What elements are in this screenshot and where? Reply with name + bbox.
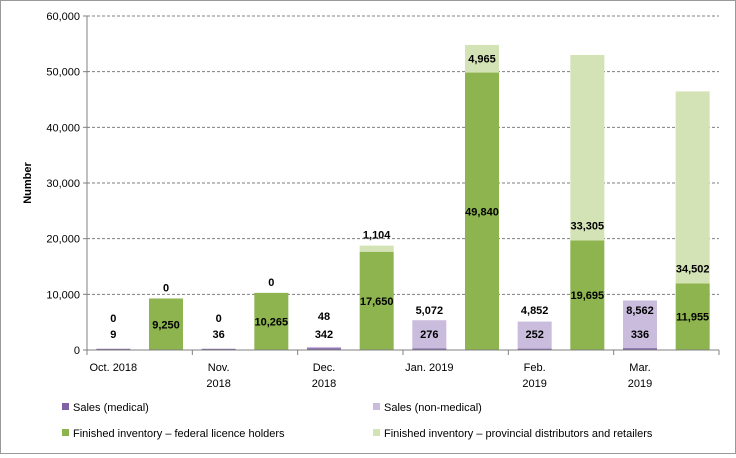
data-label: 34,502 [676, 263, 710, 275]
x-tick-label-line: Feb. [524, 362, 546, 374]
legend-swatch [373, 403, 380, 410]
bar-segment [465, 44, 499, 73]
x-tick-label-line: Mar. [629, 362, 650, 374]
x-tick-label-line: 2019 [628, 378, 652, 390]
x-tick-label-line: Dec. [313, 362, 336, 374]
bar-segment [307, 348, 341, 350]
data-label: 48 [318, 311, 330, 323]
bar-segment [517, 348, 552, 350]
bar-segment [623, 300, 657, 349]
data-label: 9 [110, 329, 116, 341]
legend-swatch [373, 429, 380, 436]
data-label: 252 [525, 329, 543, 341]
data-label: 19,695 [571, 290, 605, 302]
x-tick-label: Jan. 2019 [405, 362, 453, 374]
axes: 0 10,000 20,000 30,000 40,000 50,000 60,000 Num… [22, 11, 720, 390]
x-tick-label-line: 2018 [312, 378, 336, 390]
y-tick-label: 30,000 [46, 178, 80, 190]
data-label: 0 [216, 313, 222, 325]
legend-label: Finished inventory – provincial distribu… [384, 428, 653, 440]
y-tick-label: 0 [74, 345, 80, 357]
x-tick-label-line: Nov. [208, 362, 230, 374]
data-label: 0 [268, 277, 274, 289]
data-label: 1,104 [363, 230, 391, 242]
data-label: 17,650 [360, 296, 394, 308]
y-tick-label: 50,000 [46, 67, 80, 79]
data-label: 342 [315, 329, 333, 341]
x-tick-label-line: Oct. 2018 [89, 362, 137, 374]
x-tick-label: Dec. 2018 [312, 362, 336, 390]
data-label: 336 [631, 329, 649, 341]
bar-segment [149, 298, 183, 350]
bar-segment [517, 321, 552, 349]
data-label: 5,072 [416, 305, 444, 317]
data-label: 276 [420, 329, 438, 341]
bar-segment [359, 251, 394, 350]
data-label: 9,250 [152, 319, 180, 331]
gridlines [87, 15, 719, 295]
data-label: 0 [110, 313, 116, 325]
data-label: 49,840 [465, 206, 499, 218]
data-label: 0 [163, 283, 169, 295]
data-label: 10,265 [255, 316, 289, 328]
x-tick-label-line: 2018 [206, 378, 230, 390]
data-label: 4,965 [468, 54, 496, 66]
y-tick-label: 20,000 [46, 234, 80, 246]
data-label: 11,955 [676, 312, 709, 324]
bar-segment [675, 91, 710, 284]
bar-segment [254, 292, 289, 350]
bar-segment [359, 245, 394, 252]
data-label: 36 [213, 329, 225, 341]
bar-segment [307, 346, 341, 349]
legend-label: Sales (medical) [73, 402, 149, 414]
y-tick-label: 40,000 [46, 122, 80, 134]
legend: Sales (medical) Sales (non-medical) Finish… [62, 402, 653, 440]
x-tick-label-line: 2019 [522, 378, 546, 390]
data-label: 8,562 [626, 305, 654, 317]
x-tick-label: Oct. 2018 [89, 362, 137, 374]
bar-segment [412, 348, 447, 350]
bar-segment [623, 348, 657, 350]
x-tick-label: Nov. 2018 [206, 362, 230, 390]
x-tick-label: Feb. 2019 [522, 362, 546, 390]
bar-segment [570, 240, 605, 350]
y-axis-title: Number [22, 162, 34, 204]
x-tick-label: Mar. 2019 [628, 362, 652, 390]
x-tick-label-line: Jan. 2019 [405, 362, 453, 374]
bar-segment [96, 348, 131, 350]
legend-label: Finished inventory – federal licence hol… [73, 428, 285, 440]
legend-label: Sales (non-medical) [384, 402, 482, 414]
legend-swatch [62, 403, 69, 410]
bar-segment [201, 348, 236, 350]
legend-swatch [62, 429, 69, 436]
y-tick-label: 10,000 [46, 289, 80, 301]
data-label: 4,852 [521, 305, 549, 317]
y-tick-label: 60,000 [46, 11, 80, 23]
data-label: 33,305 [571, 220, 605, 232]
bar-segment [570, 54, 605, 241]
bar-group [96, 44, 710, 350]
data-labels: 9 0 9,250 0 36 0 10,265 0 342 48 17,650 1,104 276 5,0… [110, 54, 709, 341]
bar-segment [412, 320, 447, 349]
bar-segment [675, 283, 710, 350]
bar-segment [465, 72, 499, 350]
